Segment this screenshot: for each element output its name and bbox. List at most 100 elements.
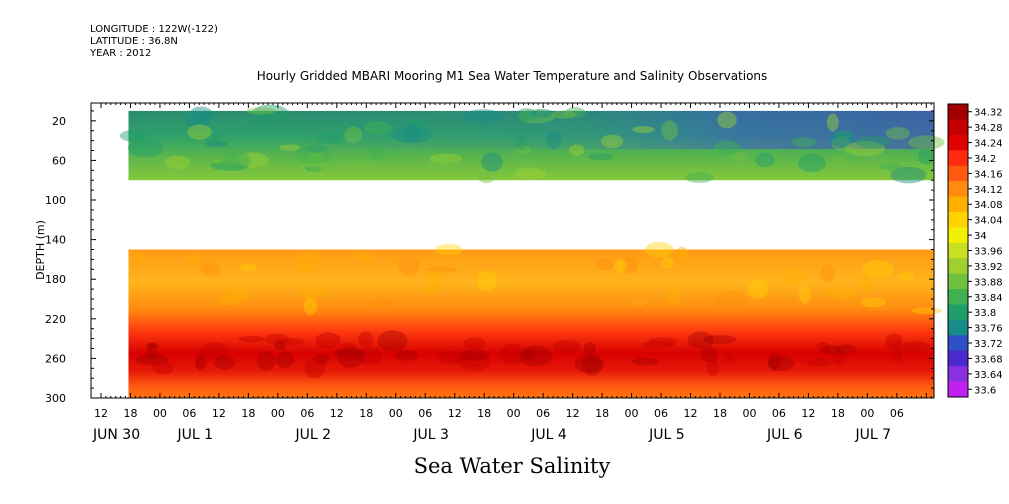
texture-blob — [256, 350, 276, 372]
texture-blob — [713, 290, 746, 313]
colorbar-swatch — [948, 211, 968, 228]
texture-blob — [357, 331, 374, 347]
texture-blob — [460, 349, 490, 361]
texture-blob — [195, 355, 206, 372]
year-label: YEAR : 2012 — [90, 48, 152, 59]
texture-blob — [305, 144, 327, 153]
lower-salinity-field — [128, 249, 934, 398]
texture-blob — [424, 266, 458, 273]
colorbar-label: 34.08 — [974, 200, 1003, 211]
colorbar-swatch — [948, 227, 968, 244]
texture-blob — [404, 118, 426, 136]
texture-blob — [713, 140, 741, 155]
texture-blob — [305, 152, 327, 172]
x-hour-label: 12 — [212, 407, 226, 420]
texture-blob — [816, 341, 830, 353]
texture-blob — [238, 335, 266, 343]
longitude-label: LONGITUDE : 122W(-122) — [90, 24, 218, 35]
colorbar-label: 33.92 — [974, 262, 1003, 273]
texture-blob — [146, 342, 157, 362]
texture-blob — [834, 130, 854, 140]
texture-blob — [295, 144, 333, 165]
metadata-block: LONGITUDE : 122W(-122) LATITUDE : 36.8N … — [90, 24, 218, 60]
texture-blob — [463, 109, 503, 124]
x-hour-label: 18 — [477, 407, 491, 420]
colorbar-swatch — [948, 258, 968, 275]
x-hour-label: 12 — [94, 407, 108, 420]
texture-blob — [514, 135, 527, 151]
x-hour-label: 18 — [241, 407, 255, 420]
texture-blob — [371, 146, 385, 161]
texture-blob — [797, 153, 826, 173]
texture-blob — [200, 342, 230, 360]
texture-blob — [426, 156, 461, 170]
texture-blob — [133, 252, 145, 263]
colorbar-label: 34.32 — [974, 108, 1003, 119]
texture-blob — [820, 345, 842, 355]
texture-blob — [481, 152, 503, 172]
texture-blob — [644, 241, 674, 258]
texture-blob — [429, 153, 462, 164]
texture-blob — [829, 131, 856, 148]
texture-blob — [717, 111, 737, 129]
texture-blob — [878, 162, 903, 171]
texture-blob — [187, 124, 212, 140]
field-texture — [119, 104, 945, 379]
colorbar-label: 33.84 — [974, 293, 1003, 304]
colorbar-label: 34.04 — [974, 216, 1003, 227]
texture-blob — [845, 141, 886, 157]
texture-blob — [218, 295, 240, 306]
x-day-label: JUL 2 — [294, 427, 331, 443]
texture-blob — [531, 109, 555, 118]
texture-blob — [404, 123, 421, 143]
texture-blob — [860, 273, 873, 294]
x-hour-label: 00 — [742, 407, 756, 420]
texture-blob — [826, 113, 839, 132]
texture-blob — [203, 133, 223, 145]
texture-blob — [767, 355, 795, 372]
y-tick-label: 260 — [45, 352, 66, 365]
x-day-label: JUL 6 — [766, 427, 803, 443]
x-hour-label: 00 — [625, 407, 639, 420]
texture-blob — [551, 110, 577, 119]
y-tick-label: 220 — [45, 313, 66, 326]
texture-blob — [885, 333, 903, 350]
texture-blob — [127, 139, 164, 158]
texture-blob — [394, 349, 419, 361]
texture-blob — [568, 144, 585, 156]
texture-blob — [222, 151, 251, 171]
texture-blob — [246, 107, 276, 115]
y-tick-label: 20 — [52, 115, 66, 128]
x-day-label: JUN 30 — [92, 427, 140, 443]
colorbar-label: 33.8 — [974, 308, 996, 319]
latitude-label: LATITUDE : 36.8N — [90, 36, 178, 47]
y-tick-label: 300 — [45, 392, 66, 405]
x-hour-label: 12 — [566, 407, 580, 420]
texture-blob — [315, 332, 341, 349]
x-hour-label: 18 — [713, 407, 727, 420]
y-tick-label: 100 — [45, 194, 66, 207]
texture-blob — [831, 136, 850, 151]
plot-area — [90, 102, 945, 399]
texture-blob — [755, 152, 775, 168]
texture-blob — [564, 107, 586, 119]
texture-blob — [276, 338, 305, 346]
texture-blob — [429, 272, 440, 294]
colorbar-label: 34.24 — [974, 139, 1003, 150]
texture-blob — [238, 263, 258, 272]
texture-blob — [457, 351, 491, 371]
texture-blob — [675, 246, 689, 262]
chart-subtitle: Sea Water Salinity — [413, 454, 611, 478]
colorbar-label: 34.16 — [974, 169, 1003, 180]
colorbar-swatch — [948, 304, 968, 321]
x-hour-label: 12 — [801, 407, 815, 420]
texture-blob — [832, 155, 847, 167]
texture-blob — [841, 146, 856, 155]
texture-blob — [825, 286, 860, 299]
texture-blob — [304, 357, 326, 379]
texture-blob — [632, 300, 646, 307]
x-hour-label: 00 — [271, 407, 285, 420]
colorbar-swatch — [948, 104, 968, 120]
texture-blob — [204, 140, 229, 148]
